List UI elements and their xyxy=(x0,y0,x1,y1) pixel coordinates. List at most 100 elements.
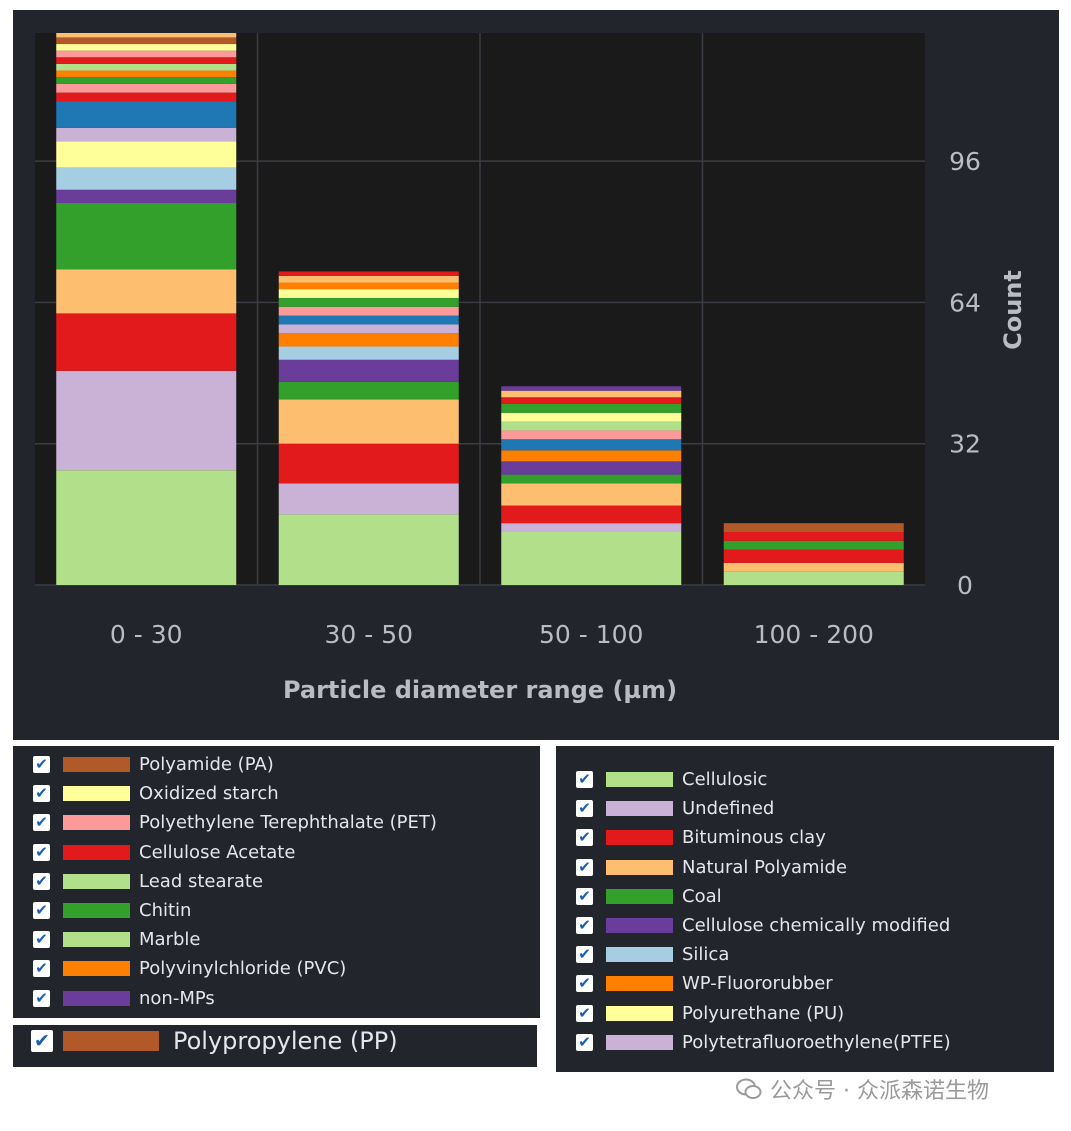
legend-checkbox[interactable]: ✔ xyxy=(33,872,50,890)
legend-item[interactable]: ✔ non-MPs xyxy=(13,984,215,1013)
legend-checkbox[interactable]: ✔ xyxy=(576,946,593,964)
bar-segment xyxy=(278,483,459,515)
legend-swatch xyxy=(63,1031,159,1051)
legend-label: Cellulose Acetate xyxy=(139,841,296,863)
legend-item[interactable]: ✔ Polyethylene Terephthalate (PET) xyxy=(13,808,437,837)
bar-segment xyxy=(501,523,682,533)
bar-segment xyxy=(56,37,237,45)
bar-segment xyxy=(278,297,459,307)
legend-label: Polytetrafluoroethylene(PTFE) xyxy=(682,1031,951,1053)
bar-segment xyxy=(278,275,459,283)
legend-label: Marble xyxy=(139,929,201,951)
legend-label: Silica xyxy=(682,944,730,966)
legend-checkbox[interactable]: ✔ xyxy=(576,1033,593,1051)
legend-checkbox[interactable]: ✔ xyxy=(33,785,50,803)
legend-checkbox[interactable]: ✔ xyxy=(576,975,593,993)
legend-checkbox[interactable]: ✔ xyxy=(33,902,50,919)
legend-item[interactable]: ✔ WP-Fluororubber xyxy=(556,969,833,998)
legend-checkbox[interactable]: ✔ xyxy=(33,960,50,978)
legend-checkbox[interactable]: ✔ xyxy=(576,1004,593,1022)
legend-checkbox[interactable]: ✔ xyxy=(576,829,593,847)
bar-segment xyxy=(278,381,459,400)
wechat-icon xyxy=(736,1078,762,1099)
legend-checkbox[interactable]: ✔ xyxy=(576,800,593,818)
bar-segment xyxy=(501,483,682,506)
legend-checkbox[interactable]: ✔ xyxy=(576,917,593,934)
bar-segment xyxy=(56,57,237,64)
bar-segment xyxy=(56,33,237,38)
watermark: 公众号 · 众派森诺生物 xyxy=(736,1074,989,1104)
bar-segment xyxy=(278,315,459,325)
legend-item[interactable]: ✔ Polytetrafluoroethylene(PTFE) xyxy=(556,1028,951,1057)
legend-panel-polypropylene: ✔ Polypropylene (PP) xyxy=(13,1025,537,1067)
legend-item[interactable]: ✔ Natural Polyamide xyxy=(556,853,847,882)
bar-segment xyxy=(56,83,237,93)
legend-item[interactable]: ✔ Silica xyxy=(556,940,729,969)
legend-item[interactable]: ✔ Cellulose chemically modified xyxy=(556,911,950,940)
bar-segment xyxy=(501,532,682,585)
legend-item[interactable]: ✔ Coal xyxy=(556,882,722,911)
y-tick-label: 64 xyxy=(949,288,981,317)
y-axis-title: Count xyxy=(999,270,1027,350)
bar-segment xyxy=(278,359,459,382)
bar-segment xyxy=(278,306,459,316)
legend-checkbox[interactable]: ✔ xyxy=(33,814,50,832)
legend-label: Oxidized starch xyxy=(139,783,279,805)
legend-swatch xyxy=(63,990,130,1006)
legend-item[interactable]: ✔ Cellulose Acetate xyxy=(13,838,295,867)
legend-label: Coal xyxy=(682,885,722,907)
legend-item[interactable]: ✔ Lead stearate xyxy=(13,867,263,896)
legend-label: Cellulose chemically modified xyxy=(682,915,951,936)
bar-segment xyxy=(501,397,682,404)
bar-segment xyxy=(56,167,237,190)
legend-swatch xyxy=(606,830,673,846)
legend-swatch xyxy=(606,772,673,787)
legend-checkbox[interactable]: ✔ xyxy=(33,756,50,773)
legend-item[interactable]: ✔ Polypropylene (PP) xyxy=(13,1025,398,1057)
legend-swatch xyxy=(606,888,673,904)
legend-item[interactable]: ✔ Oxidized starch xyxy=(13,779,279,808)
legend-checkbox[interactable]: ✔ xyxy=(33,843,50,861)
bar-segment xyxy=(278,399,459,444)
legend-item[interactable]: ✔ Chitin xyxy=(13,896,191,925)
bar-segment xyxy=(56,189,237,204)
legend-label: Bituminous clay xyxy=(682,827,826,849)
legend-swatch xyxy=(606,918,673,933)
legend-checkbox[interactable]: ✔ xyxy=(576,771,593,788)
bar-segment xyxy=(723,540,904,550)
legend-item[interactable]: ✔ Marble xyxy=(13,925,200,954)
legend-item[interactable]: ✔ Bituminous clay xyxy=(556,823,826,852)
legend-label: Natural Polyamide xyxy=(682,856,848,878)
legend-checkbox[interactable]: ✔ xyxy=(33,931,50,949)
legend-checkbox[interactable]: ✔ xyxy=(31,1030,53,1052)
legend-item[interactable]: ✔ Polyvinylchloride (PVC) xyxy=(13,954,346,983)
bar-segment xyxy=(501,421,682,431)
bar-segment xyxy=(56,63,237,71)
legend-item[interactable]: ✔ Polyamide (PA) xyxy=(13,750,274,779)
legend-label: non-MPs xyxy=(139,987,215,1009)
legend-checkbox[interactable]: ✔ xyxy=(576,858,593,876)
legend-label: Polyurethane (PU) xyxy=(682,1002,845,1024)
bar-segment xyxy=(501,412,682,422)
y-tick-label: 32 xyxy=(949,430,981,459)
bar-segment xyxy=(56,92,237,102)
bar-segment xyxy=(56,141,237,168)
bar-segment xyxy=(501,461,682,475)
bar-segment xyxy=(278,346,459,360)
legend-swatch xyxy=(606,801,673,817)
legend-item[interactable]: ✔ Cellulosic xyxy=(556,765,767,794)
legend-label: Polyvinylchloride (PVC) xyxy=(139,958,347,980)
legend-checkbox[interactable]: ✔ xyxy=(33,989,50,1007)
legend-item[interactable]: ✔ Undefined xyxy=(556,794,774,823)
legend-label: Chitin xyxy=(139,900,192,921)
legend-checkbox[interactable]: ✔ xyxy=(576,887,593,905)
legend-item[interactable]: ✔ Polyurethane (PU) xyxy=(556,999,844,1028)
bar-segment xyxy=(501,474,682,484)
legend-label: Lead stearate xyxy=(139,870,264,892)
legend-swatch xyxy=(606,859,673,875)
bar-segment xyxy=(56,203,237,270)
legend-swatch xyxy=(606,976,673,992)
legend-swatch xyxy=(63,873,130,889)
bar-segment xyxy=(278,333,459,347)
bar-segment xyxy=(278,271,459,276)
